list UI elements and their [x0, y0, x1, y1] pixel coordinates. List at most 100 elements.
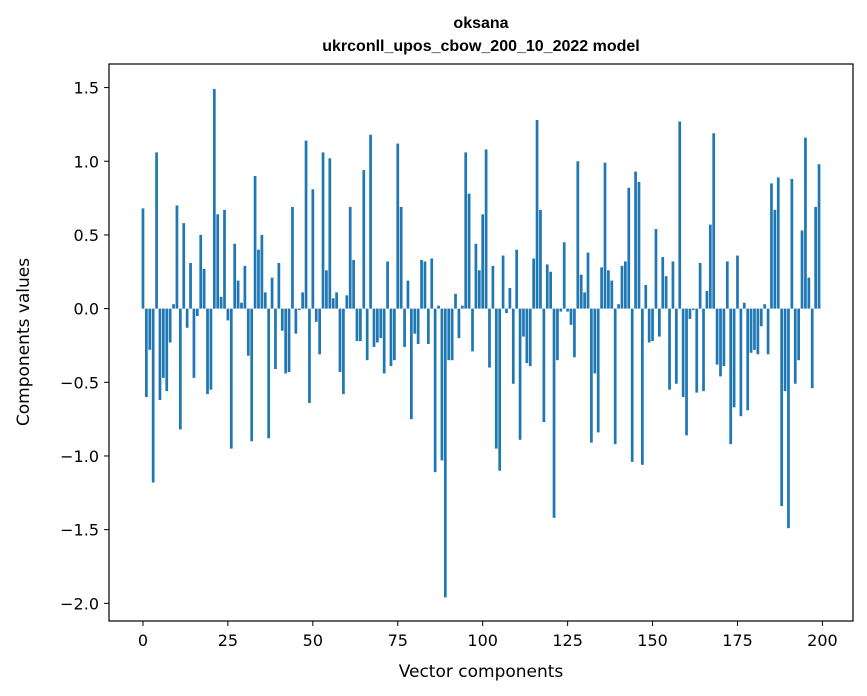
bar — [685, 308, 688, 436]
bar — [515, 249, 519, 309]
y-axis-ticks: −2.0 −1.5 −1.0 −0.5 0.0 0.5 1.0 1.5 — [60, 79, 109, 613]
bar — [199, 234, 203, 309]
bar — [793, 308, 797, 384]
bar — [311, 189, 315, 309]
bar — [206, 308, 209, 395]
bar — [770, 183, 773, 309]
bar — [719, 308, 722, 377]
bar — [372, 308, 376, 347]
bar — [202, 268, 206, 309]
bar — [810, 308, 814, 389]
bar — [627, 187, 631, 309]
bar — [287, 308, 291, 372]
bar — [552, 308, 556, 518]
bar — [223, 209, 226, 309]
bar — [155, 152, 158, 309]
bar — [607, 270, 610, 309]
bar — [569, 308, 573, 325]
bar — [168, 308, 172, 343]
bar — [226, 308, 230, 321]
bar — [753, 308, 756, 350]
bar — [403, 308, 406, 347]
bar — [141, 208, 145, 309]
bar — [379, 308, 383, 339]
bar — [335, 292, 338, 309]
bar — [362, 170, 366, 309]
bar — [556, 308, 559, 361]
bar — [464, 152, 468, 309]
bar — [739, 308, 743, 417]
bar — [725, 261, 729, 309]
bar — [484, 149, 488, 309]
bar — [804, 137, 807, 309]
bar — [474, 243, 478, 309]
y-tick-label: −1.0 — [60, 447, 99, 466]
x-tick-label: 50 — [303, 631, 323, 650]
bar — [637, 181, 641, 309]
bar — [477, 270, 481, 309]
x-tick-label: 25 — [218, 631, 238, 650]
x-tick-label: 150 — [637, 631, 668, 650]
bar — [494, 308, 498, 449]
bar — [440, 308, 444, 461]
bar — [233, 243, 237, 309]
y-tick-label: 1.5 — [74, 79, 99, 98]
bar — [797, 308, 800, 361]
bar — [260, 234, 264, 309]
bar — [508, 287, 512, 309]
bar — [539, 209, 542, 309]
bar — [365, 308, 369, 361]
bar — [488, 308, 491, 368]
x-tick-label: 175 — [722, 631, 753, 650]
bar — [596, 308, 600, 433]
bar — [145, 308, 148, 398]
bar — [192, 308, 196, 378]
bar — [681, 308, 685, 398]
bar — [253, 175, 257, 309]
bar — [280, 308, 284, 331]
y-tick-label: −1.5 — [60, 521, 99, 540]
bar — [722, 308, 726, 367]
x-axis-label: Vector components — [399, 662, 564, 682]
bar — [644, 285, 648, 309]
bar — [501, 255, 505, 309]
bar — [708, 224, 712, 309]
bar — [246, 308, 250, 356]
bar — [610, 280, 614, 309]
bar — [426, 308, 430, 344]
bar — [586, 252, 590, 309]
bar — [545, 264, 549, 309]
bar — [787, 308, 790, 529]
bar — [579, 274, 583, 309]
bar — [651, 308, 654, 342]
bar — [522, 308, 525, 337]
bar — [498, 308, 502, 471]
bar — [338, 308, 342, 372]
bar — [746, 308, 750, 411]
bar — [284, 308, 288, 374]
bar — [267, 308, 271, 439]
bar — [800, 230, 804, 309]
y-tick-label: 1.0 — [74, 152, 99, 171]
bar — [658, 308, 661, 337]
bar — [162, 308, 165, 378]
bar — [654, 229, 658, 309]
bar — [641, 308, 644, 465]
bar — [763, 304, 767, 309]
bar — [328, 158, 332, 309]
x-tick-label: 0 — [138, 631, 148, 650]
bar — [325, 270, 328, 309]
bar — [600, 267, 603, 309]
bar — [389, 308, 393, 367]
bar — [759, 308, 763, 327]
bar — [447, 308, 451, 361]
bar — [481, 214, 485, 309]
bar — [729, 308, 733, 445]
bar — [766, 308, 770, 355]
bar — [624, 261, 627, 309]
bar — [732, 308, 736, 408]
bar — [212, 89, 216, 309]
bar — [583, 292, 586, 309]
bar — [528, 308, 532, 367]
